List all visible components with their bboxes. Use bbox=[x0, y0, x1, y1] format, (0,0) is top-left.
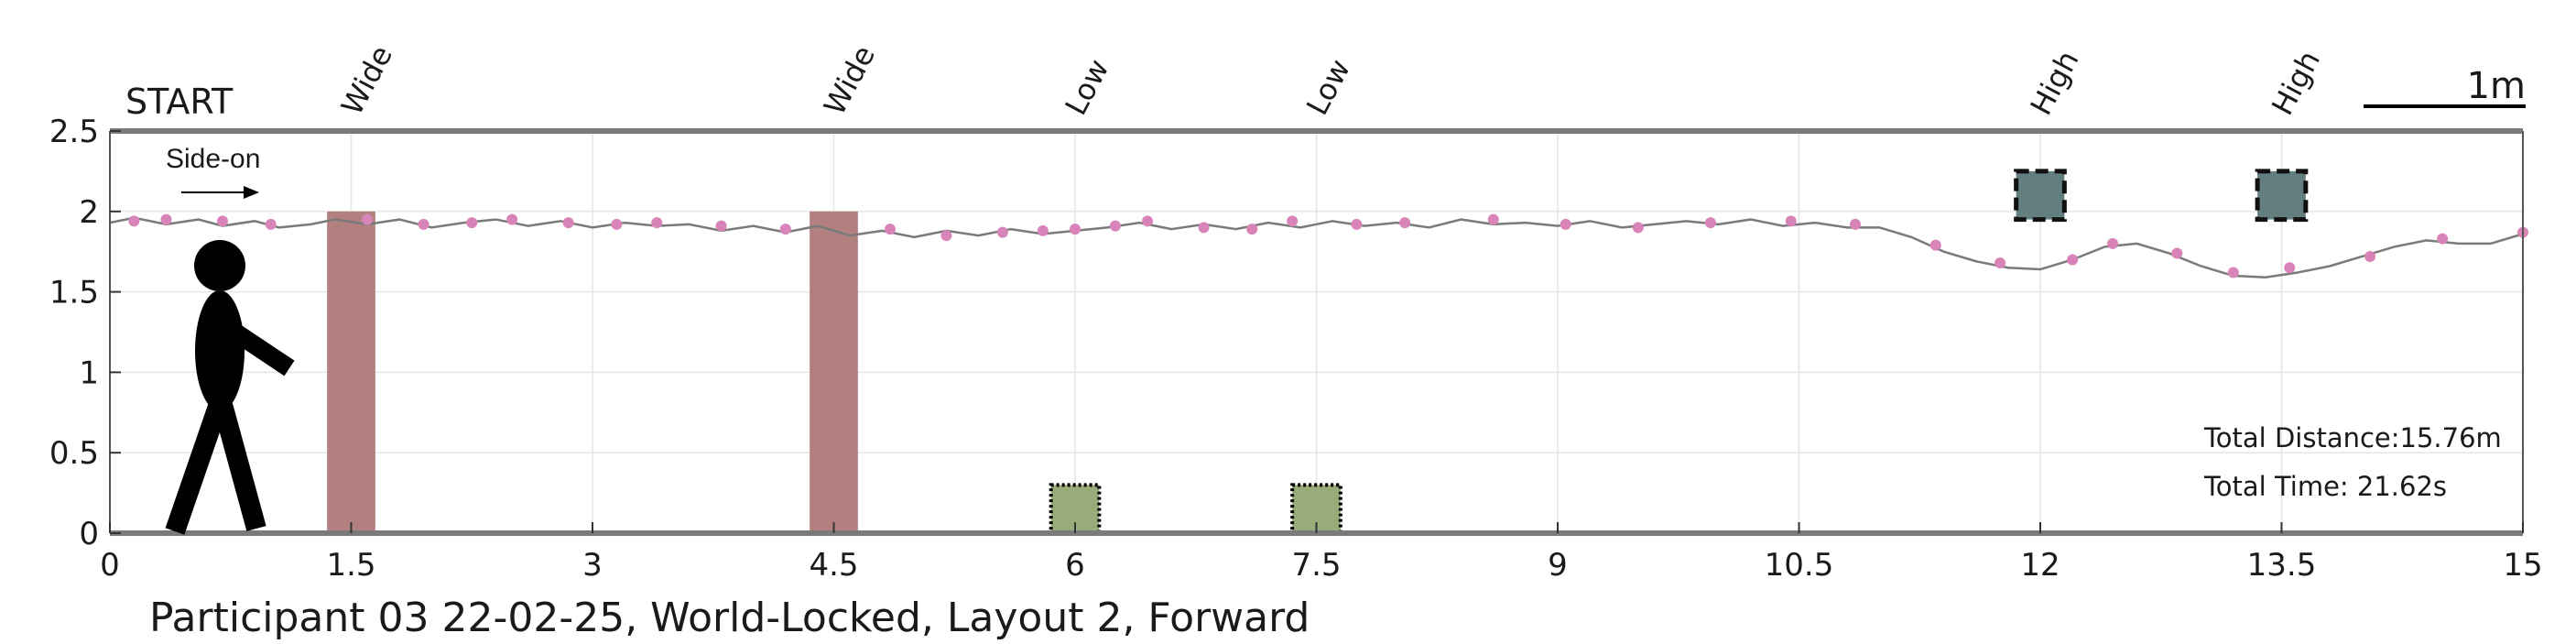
x-tick-label: 12 bbox=[2020, 547, 2060, 584]
path-marker bbox=[216, 215, 228, 227]
path-marker bbox=[1037, 224, 1049, 236]
chart-title: Participant 03 22-02-25, World-Locked, L… bbox=[149, 595, 1310, 641]
grid bbox=[109, 130, 2524, 534]
direction-label: Side-on bbox=[166, 144, 260, 174]
y-tick-label: 0.5 bbox=[49, 435, 99, 472]
path-marker bbox=[1399, 217, 1411, 229]
path-marker bbox=[1198, 222, 1210, 234]
path-marker bbox=[1487, 213, 1499, 225]
obstacle-label: Low bbox=[1059, 53, 1116, 120]
path-marker bbox=[2067, 254, 2079, 266]
y-tick-label: 1.5 bbox=[49, 275, 99, 311]
path-marker bbox=[1560, 218, 1571, 230]
path-marker bbox=[1929, 239, 1941, 251]
path-marker bbox=[715, 220, 727, 232]
path-marker bbox=[1632, 222, 1644, 234]
obstacle-high bbox=[2255, 169, 2309, 223]
path-marker bbox=[265, 218, 277, 230]
x-tick-label: 0 bbox=[100, 547, 120, 584]
path-marker bbox=[1142, 215, 1154, 227]
x-tick-label: 6 bbox=[1065, 547, 1085, 584]
obstacles bbox=[327, 169, 2309, 536]
scale-bar: 1m bbox=[2364, 65, 2526, 108]
path-marker bbox=[1070, 224, 1081, 235]
x-tick-label: 15 bbox=[2503, 547, 2542, 584]
path-marker bbox=[651, 217, 663, 229]
obstacle-label: Low bbox=[1299, 53, 1357, 120]
obstacle-high bbox=[2014, 169, 2067, 223]
x-tick-label: 3 bbox=[582, 547, 603, 584]
path-marker bbox=[466, 217, 478, 229]
x-tick-label: 7.5 bbox=[1291, 547, 1341, 584]
path-marker bbox=[418, 218, 429, 230]
x-tick-label: 9 bbox=[1548, 547, 1568, 584]
path-marker bbox=[2227, 267, 2239, 278]
path-marker bbox=[128, 215, 140, 227]
start-label: START bbox=[125, 82, 234, 122]
total-distance: Total Distance:15.76m bbox=[2203, 422, 2502, 453]
path-marker bbox=[779, 224, 791, 235]
path-marker bbox=[940, 230, 952, 242]
x-tick-label: 13.5 bbox=[2247, 547, 2317, 584]
path-marker bbox=[2107, 237, 2119, 249]
scale-bar-label: 1m bbox=[2467, 65, 2526, 107]
path-marker bbox=[1704, 217, 1716, 229]
path-marker bbox=[362, 213, 374, 225]
path-marker bbox=[1785, 215, 1797, 227]
path-marker bbox=[1849, 218, 1861, 230]
obstacle-wide bbox=[810, 211, 858, 534]
path-marker bbox=[1109, 220, 1121, 232]
obstacle-wide bbox=[327, 211, 375, 534]
obstacle-label: Wide bbox=[817, 39, 882, 120]
path-marker bbox=[2437, 233, 2449, 245]
path-marker bbox=[160, 213, 172, 225]
obstacle-label: High bbox=[2024, 45, 2086, 121]
y-tick-label: 2.5 bbox=[49, 114, 99, 150]
path-marker bbox=[2171, 247, 2183, 259]
path-marker bbox=[2364, 250, 2376, 262]
path-marker bbox=[1287, 215, 1299, 227]
direction-arrow-icon bbox=[181, 186, 259, 199]
total-time: Total Time: 21.62s bbox=[2203, 471, 2447, 502]
obstacle-label: Wide bbox=[334, 39, 399, 120]
path-marker bbox=[2284, 262, 2296, 274]
x-tick-label: 10.5 bbox=[1765, 547, 1834, 584]
y-tick-label: 2 bbox=[79, 194, 99, 231]
path-marker bbox=[1994, 257, 2006, 268]
path-marker bbox=[611, 218, 623, 230]
path-marker bbox=[884, 224, 896, 235]
path-series bbox=[109, 213, 2528, 279]
path-marker bbox=[1351, 218, 1363, 230]
path-marker bbox=[1246, 224, 1258, 235]
y-tick-label: 1 bbox=[79, 355, 99, 391]
x-tick-label: 4.5 bbox=[809, 547, 858, 584]
path-marker bbox=[562, 217, 574, 229]
path-marker bbox=[506, 213, 518, 225]
path-marker bbox=[996, 226, 1008, 238]
obstacle-label: High bbox=[2265, 45, 2327, 121]
x-tick-label: 1.5 bbox=[326, 547, 375, 584]
y-tick-label: 0 bbox=[79, 516, 99, 552]
walking-person-icon bbox=[165, 240, 295, 535]
